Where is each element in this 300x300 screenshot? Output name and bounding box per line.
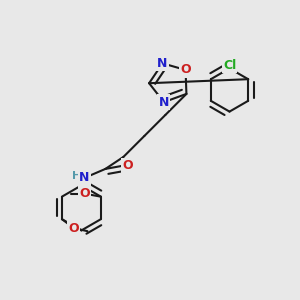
Text: Cl: Cl bbox=[223, 59, 236, 72]
Text: O: O bbox=[180, 63, 191, 76]
Text: N: N bbox=[157, 57, 168, 70]
Text: N: N bbox=[159, 96, 169, 109]
Text: O: O bbox=[69, 222, 79, 235]
Text: N: N bbox=[79, 171, 90, 184]
Text: H: H bbox=[72, 171, 82, 182]
Text: O: O bbox=[79, 187, 90, 200]
Text: O: O bbox=[123, 159, 133, 172]
